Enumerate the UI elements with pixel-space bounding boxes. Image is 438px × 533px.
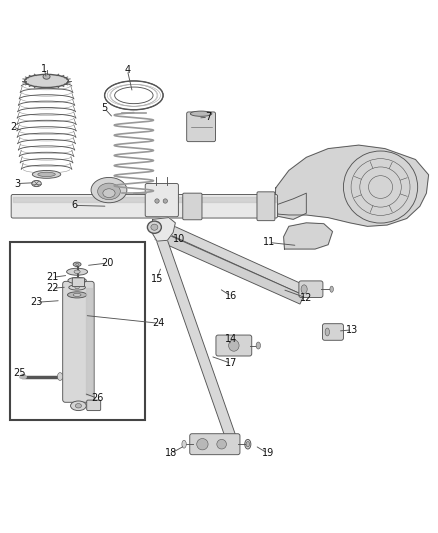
Ellipse shape [76, 263, 78, 265]
Text: 5: 5 [102, 103, 108, 114]
Ellipse shape [103, 189, 115, 198]
Text: 19: 19 [262, 448, 274, 458]
FancyBboxPatch shape [63, 281, 94, 402]
Text: 7: 7 [205, 112, 211, 122]
Text: 10: 10 [173, 234, 185, 244]
Ellipse shape [67, 292, 87, 298]
Ellipse shape [98, 183, 120, 200]
Ellipse shape [229, 340, 239, 351]
FancyBboxPatch shape [11, 195, 278, 218]
Ellipse shape [151, 224, 158, 230]
Text: 20: 20 [102, 258, 114, 268]
Text: 16: 16 [225, 291, 237, 301]
Polygon shape [275, 193, 306, 220]
Ellipse shape [191, 111, 212, 116]
Ellipse shape [245, 439, 251, 449]
FancyBboxPatch shape [183, 193, 202, 220]
Text: 18: 18 [165, 448, 177, 458]
Text: 25: 25 [13, 368, 25, 378]
Ellipse shape [330, 286, 333, 292]
Ellipse shape [57, 373, 63, 381]
Text: 13: 13 [346, 325, 358, 335]
Text: 24: 24 [152, 318, 165, 328]
Ellipse shape [25, 75, 68, 87]
Ellipse shape [91, 177, 127, 203]
FancyBboxPatch shape [190, 434, 240, 455]
Ellipse shape [74, 279, 80, 282]
Ellipse shape [75, 286, 79, 289]
Text: 26: 26 [92, 393, 104, 403]
Polygon shape [155, 231, 304, 304]
Ellipse shape [38, 172, 55, 176]
Bar [11, 243, 145, 420]
FancyBboxPatch shape [322, 324, 343, 340]
Ellipse shape [32, 171, 61, 179]
Text: 21: 21 [46, 272, 58, 282]
Ellipse shape [73, 293, 81, 296]
Text: 14: 14 [225, 334, 237, 344]
Ellipse shape [73, 262, 81, 266]
FancyBboxPatch shape [299, 281, 323, 297]
Ellipse shape [43, 74, 50, 79]
FancyBboxPatch shape [87, 400, 101, 410]
FancyBboxPatch shape [187, 112, 215, 142]
Polygon shape [151, 217, 175, 241]
Text: 17: 17 [225, 358, 237, 368]
Text: 22: 22 [46, 284, 58, 293]
Ellipse shape [155, 199, 159, 203]
Ellipse shape [67, 268, 88, 275]
Polygon shape [155, 220, 304, 294]
Ellipse shape [301, 285, 307, 294]
Text: 4: 4 [124, 65, 131, 75]
Ellipse shape [75, 403, 81, 408]
Text: 23: 23 [30, 297, 42, 308]
Ellipse shape [256, 342, 261, 349]
Ellipse shape [148, 221, 161, 233]
Ellipse shape [217, 439, 226, 449]
Ellipse shape [246, 441, 250, 447]
Polygon shape [284, 223, 332, 249]
FancyBboxPatch shape [257, 192, 275, 221]
FancyBboxPatch shape [145, 183, 178, 217]
Ellipse shape [69, 285, 85, 290]
Polygon shape [152, 224, 237, 443]
Polygon shape [86, 288, 92, 395]
Text: 12: 12 [300, 293, 312, 303]
Ellipse shape [182, 440, 186, 448]
Text: 11: 11 [263, 238, 276, 247]
Ellipse shape [197, 439, 208, 450]
Text: 2: 2 [10, 122, 16, 132]
Ellipse shape [325, 328, 329, 336]
Text: 6: 6 [71, 200, 77, 211]
Text: 15: 15 [151, 274, 163, 284]
FancyBboxPatch shape [216, 335, 252, 356]
Ellipse shape [71, 401, 86, 410]
FancyBboxPatch shape [72, 278, 85, 287]
Polygon shape [275, 145, 428, 227]
Ellipse shape [74, 270, 80, 273]
Text: 3: 3 [14, 179, 20, 189]
Ellipse shape [32, 181, 41, 187]
Ellipse shape [163, 199, 167, 203]
Ellipse shape [68, 277, 86, 284]
Text: 1: 1 [41, 64, 47, 74]
